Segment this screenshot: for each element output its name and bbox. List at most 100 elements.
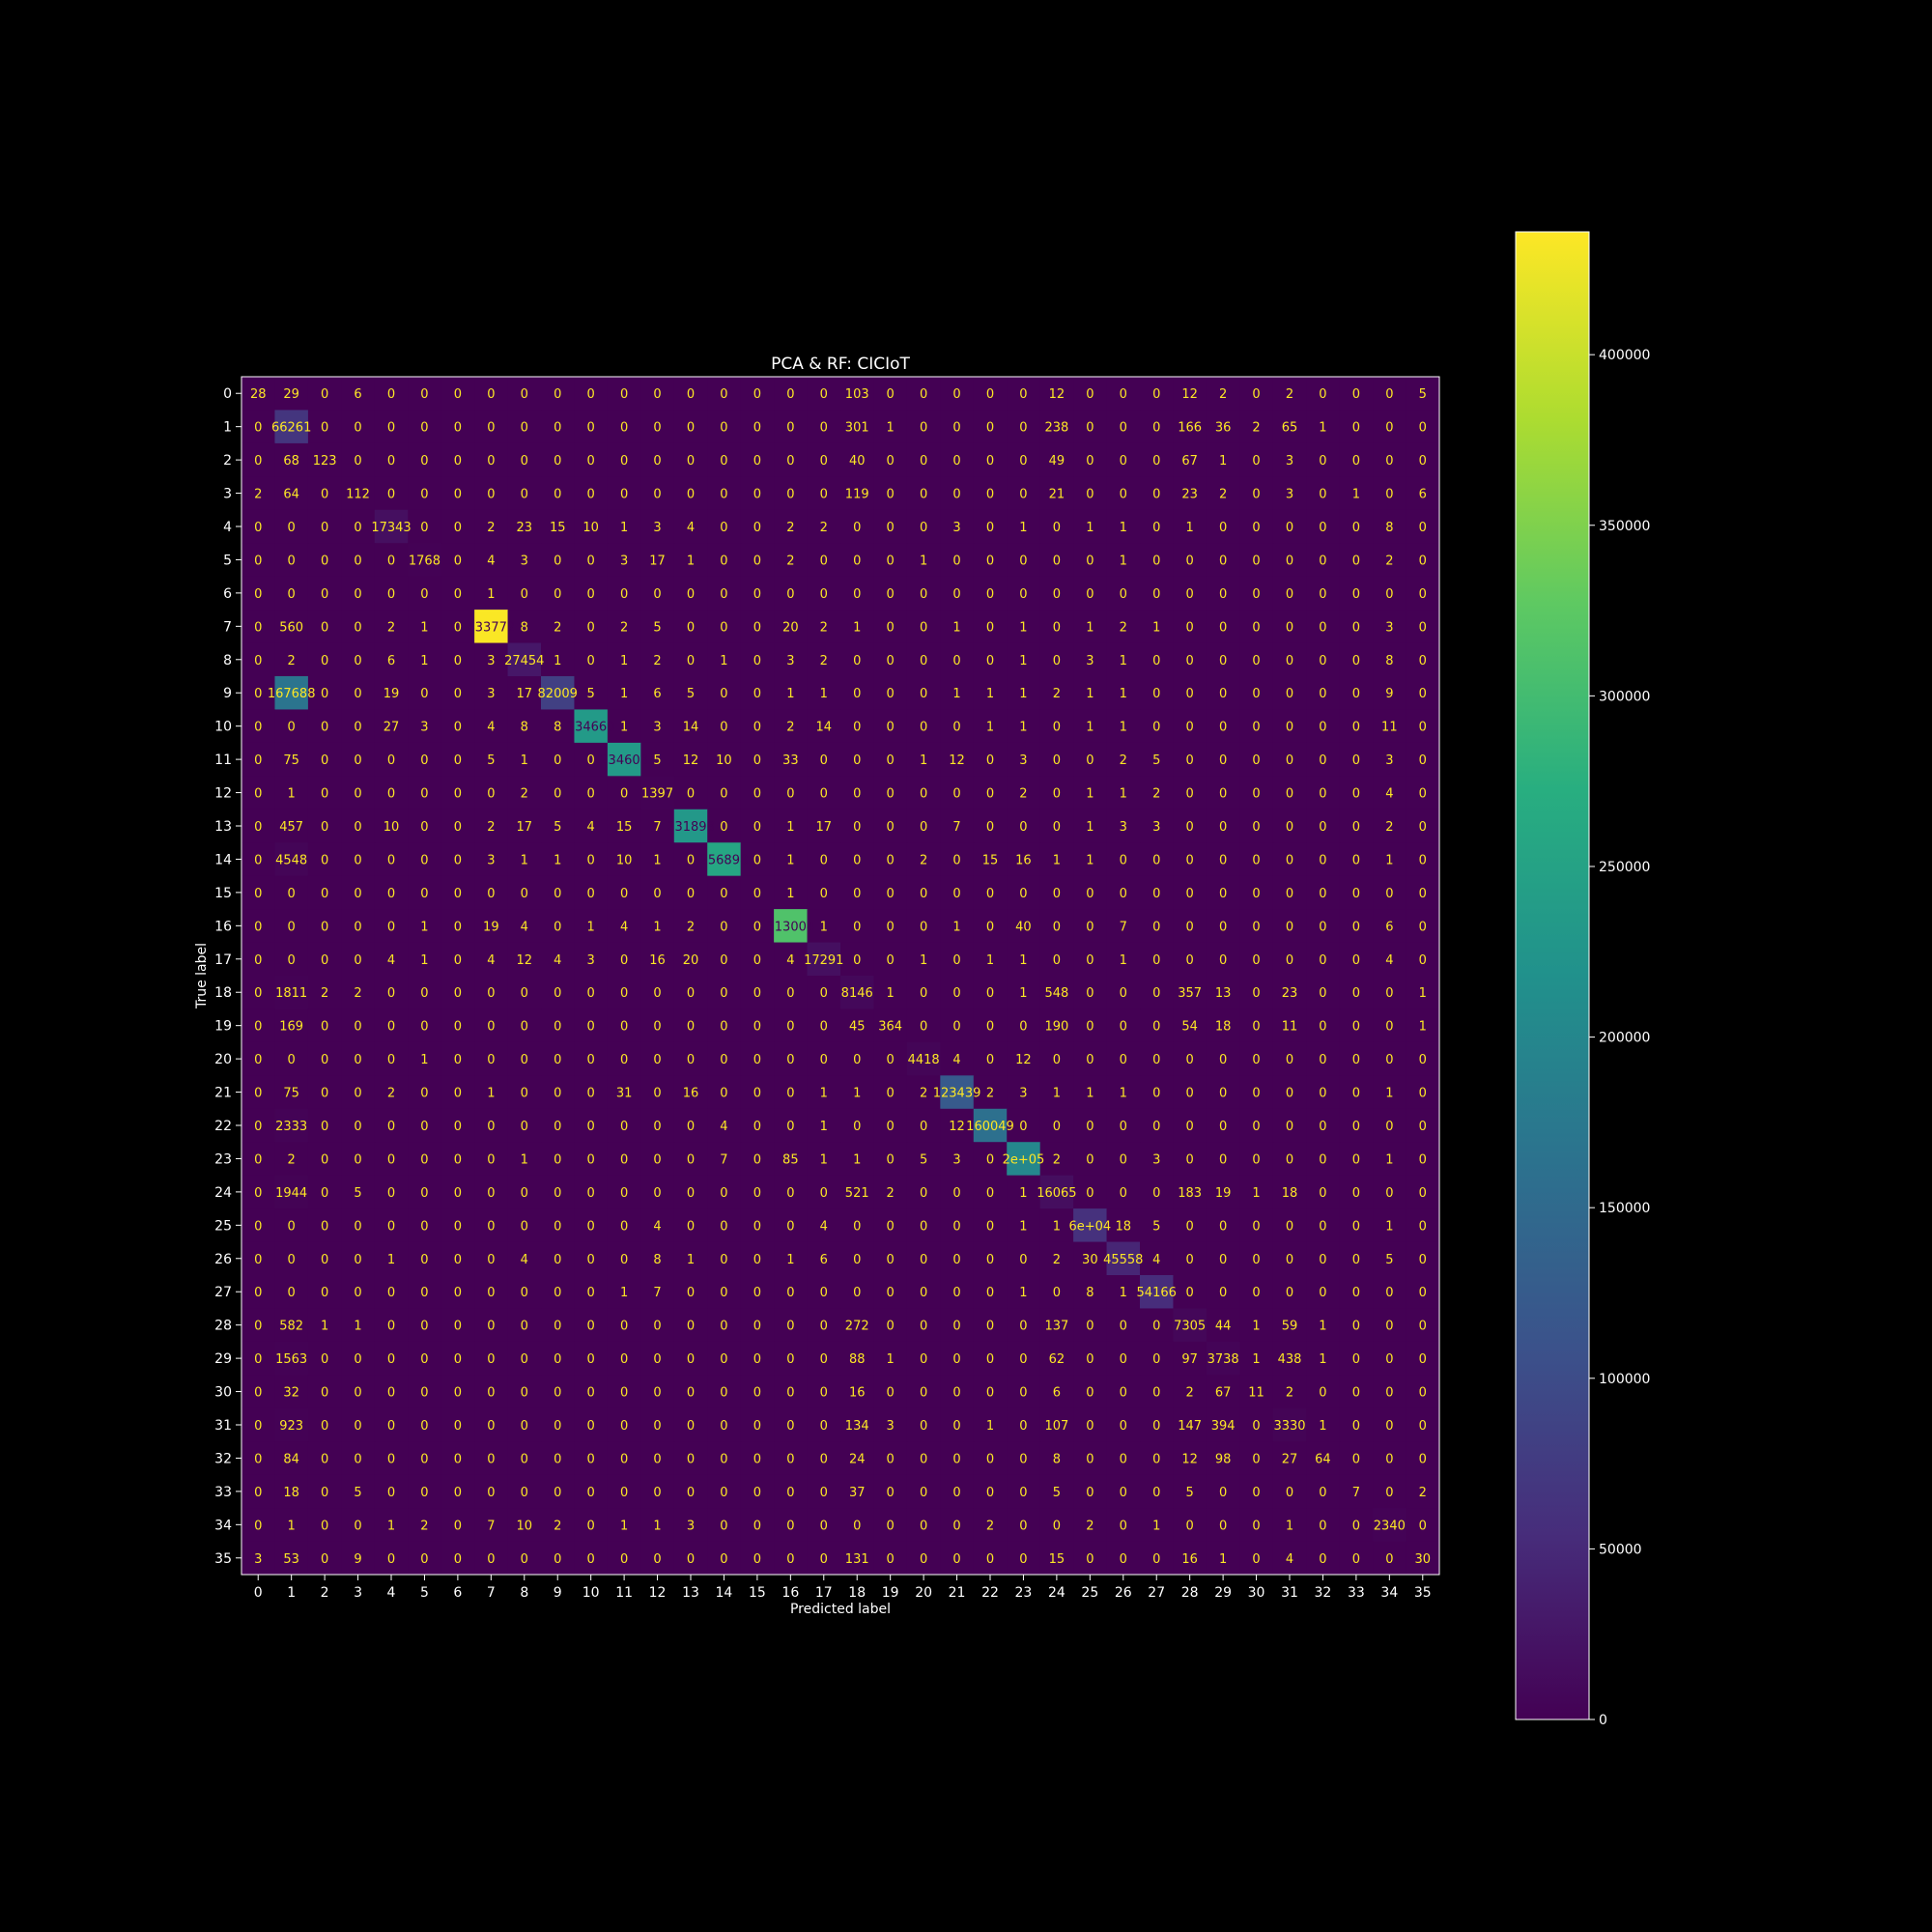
heatmap-cell <box>1373 909 1407 944</box>
cell-value-label: 0 <box>1019 1020 1027 1035</box>
cell-value-label: 0 <box>887 1486 895 1500</box>
heatmap-cell <box>840 1009 874 1043</box>
cell-value-label: 0 <box>1352 1452 1360 1466</box>
heatmap-cell <box>640 709 675 744</box>
heatmap-cell <box>242 1041 275 1076</box>
cell-value-label: 0 <box>454 986 462 1001</box>
cell-value-label: 8 <box>1385 521 1393 535</box>
cell-value-label: 0 <box>554 1120 561 1134</box>
cell-value-label: 0 <box>753 1386 761 1401</box>
cell-value-label: 1 <box>1252 1352 1260 1367</box>
heatmap-cell <box>440 576 475 611</box>
cell-value-label: 0 <box>920 1486 927 1500</box>
cell-value-label: 0 <box>620 1053 628 1067</box>
heatmap-cell <box>1140 942 1174 977</box>
heatmap-cell <box>840 1175 874 1209</box>
heatmap-cell <box>673 1474 708 1509</box>
cell-value-label: 0 <box>986 421 994 436</box>
heatmap-cell <box>541 942 575 977</box>
heatmap-cell <box>1339 1208 1374 1243</box>
heatmap-cell <box>440 776 475 810</box>
cell-value-label: 0 <box>820 753 828 768</box>
cell-value-label: 0 <box>1219 820 1227 835</box>
heatmap-cell <box>574 543 609 578</box>
cell-value-label: 0 <box>920 421 927 436</box>
cell-value-label: 0 <box>321 620 328 635</box>
heatmap-cell <box>1173 410 1208 444</box>
heatmap-cell <box>474 1407 509 1442</box>
heatmap-cell <box>307 1407 342 1442</box>
cell-value-label: 1 <box>1319 1419 1326 1434</box>
cell-value-label: 0 <box>587 421 595 436</box>
heatmap-cell <box>1073 742 1108 777</box>
heatmap-cell <box>1272 842 1307 877</box>
heatmap-cell <box>1039 1308 1074 1343</box>
cell-value-label: 0 <box>454 1087 462 1101</box>
heatmap-cell <box>740 1341 775 1376</box>
cell-value-label: 1 <box>420 920 428 934</box>
cell-value-label: 0 <box>454 920 462 934</box>
cell-value-label: 1 <box>620 687 628 701</box>
heatmap-cell <box>307 1541 342 1576</box>
cell-value-label: 0 <box>254 787 262 802</box>
cell-value-label: 0 <box>1152 721 1160 735</box>
heatmap-cell <box>973 476 1008 511</box>
heatmap-cell <box>1106 1508 1141 1543</box>
cell-value-label: 0 <box>820 1020 828 1035</box>
cell-value-label: 0 <box>1120 1020 1127 1035</box>
heatmap-cell <box>574 442 609 477</box>
cell-value-label: 0 <box>720 1286 727 1300</box>
cell-value-label: 0 <box>1319 820 1326 835</box>
cell-value-label: 64 <box>283 488 299 502</box>
heatmap-cell <box>1406 1308 1440 1343</box>
heatmap-cell <box>1239 875 1274 910</box>
heatmap-cell <box>906 1208 941 1243</box>
heatmap-cell <box>607 610 641 644</box>
cell-value-label: 0 <box>321 1020 328 1035</box>
cell-value-label: 0 <box>653 986 661 1001</box>
cell-value-label: 2 <box>1152 787 1160 802</box>
heatmap-cell <box>1106 776 1141 810</box>
cell-value-label: 0 <box>1352 721 1360 735</box>
cell-value-label: 0 <box>1152 1087 1160 1101</box>
heatmap-cell <box>774 709 809 744</box>
heatmap-cell <box>673 410 708 444</box>
heatmap-cell <box>1206 709 1240 744</box>
cell-value-label: 0 <box>986 787 994 802</box>
heatmap-cell <box>673 509 708 544</box>
heatmap-cell <box>1007 942 1041 977</box>
heatmap-cell <box>1306 410 1341 444</box>
heatmap-cell <box>1206 842 1240 877</box>
heatmap-cell <box>940 1075 975 1110</box>
cell-value-label: 0 <box>487 1452 495 1466</box>
cell-value-label: 0 <box>1019 1352 1027 1367</box>
cell-value-label: 0 <box>1186 1120 1194 1134</box>
cell-value-label: 0 <box>1419 587 1427 602</box>
heatmap-cell <box>1339 676 1374 710</box>
cell-value-label: 0 <box>653 454 661 469</box>
heatmap-cell <box>673 809 708 843</box>
cell-value-label: 0 <box>887 488 895 502</box>
cell-value-label: 0 <box>1252 654 1260 668</box>
cell-value-label: 0 <box>1385 1352 1393 1367</box>
cell-value-label: 0 <box>920 1352 927 1367</box>
cell-value-label: 0 <box>986 820 994 835</box>
heatmap-cell <box>1406 1208 1440 1243</box>
heatmap-cell <box>440 842 475 877</box>
cell-value-label: 0 <box>1152 1486 1160 1500</box>
cell-value-label: 0 <box>354 554 361 568</box>
heatmap-cell <box>507 1142 542 1177</box>
cell-value-label: 4 <box>620 920 628 934</box>
heatmap-cell <box>574 1108 609 1143</box>
cell-value-label: 10 <box>582 521 599 535</box>
cell-value-label: 0 <box>254 887 262 901</box>
cell-value-label: 0 <box>1352 654 1360 668</box>
cell-value-label: 0 <box>887 654 895 668</box>
cell-value-label: 4 <box>1385 953 1393 968</box>
heatmap-cell <box>973 1175 1008 1209</box>
cell-value-label: 0 <box>254 1120 262 1134</box>
heatmap-cell <box>774 642 809 677</box>
cell-value-label: 3 <box>653 521 661 535</box>
cell-value-label: 0 <box>1219 1120 1227 1134</box>
heatmap-cell <box>1239 842 1274 877</box>
